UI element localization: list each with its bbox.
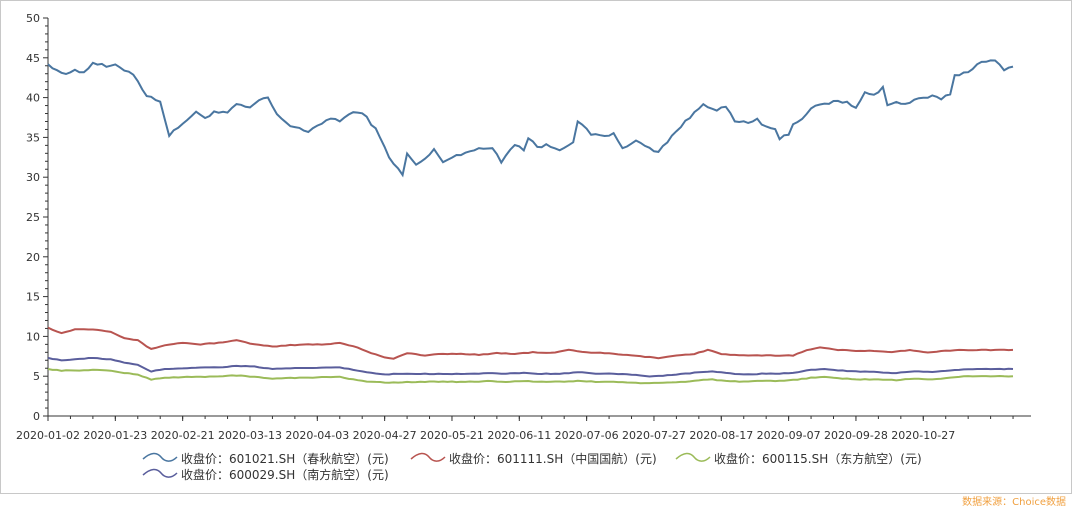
legend-label: 收盘价：601111.SH（中国国航）(元): [449, 451, 657, 466]
y-tick-label: 20: [26, 251, 40, 264]
series-lines: [47, 59, 1014, 385]
x-tick-label: 2020-07-27: [622, 429, 686, 442]
y-tick-label: 40: [26, 92, 40, 105]
legend-swatch: [142, 452, 178, 462]
line-chart: 0 5 10 15 20 25 30 35 40 45 50 2020-01-02 2020-01-23…: [16, 12, 1031, 482]
x-tick-label: 2020-04-27: [353, 429, 417, 442]
x-tick-label: 2020-06-11: [487, 429, 551, 442]
series-line-1: [47, 326, 1014, 360]
legend-item-1[interactable]: 收盘价：601111.SH（中国国航）(元): [410, 451, 657, 466]
x-tick-label: 2020-08-17: [689, 429, 753, 442]
series-line-3: [47, 356, 1014, 378]
y-tick-label: 5: [33, 370, 40, 383]
legend-swatch: [142, 468, 178, 478]
x-tick-label: 2020-07-06: [555, 429, 619, 442]
legend-label: 收盘价：600115.SH（东方航空）(元): [714, 451, 922, 466]
y-tick-label: 10: [26, 330, 40, 343]
legend[interactable]: 收盘价：601021.SH（春秋航空）(元) 收盘价：601111.SH（中国国航…: [142, 451, 922, 482]
legend-item-3[interactable]: 收盘价：600029.SH（南方航空）(元): [142, 467, 389, 482]
x-tick-label: 2020-05-21: [420, 429, 484, 442]
legend-item-2[interactable]: 收盘价：600115.SH（东方航空）(元): [675, 451, 922, 466]
x-tick-label: 2020-01-02: [16, 429, 80, 442]
legend-label: 收盘价：601021.SH（春秋航空）(元): [181, 451, 389, 466]
legend-swatch: [410, 452, 446, 462]
y-tick-label: 25: [26, 211, 40, 224]
axes: 0 5 10 15 20 25 30 35 40 45 50 2020-01-02 2020-01-23…: [16, 12, 1031, 442]
x-tick-label: 2020-09-28: [824, 429, 888, 442]
y-tick-label: 35: [26, 131, 40, 144]
series-line-2: [47, 368, 1014, 385]
y-tick-label: 45: [26, 52, 40, 65]
legend-label: 收盘价：600029.SH（南方航空）(元): [181, 467, 389, 482]
legend-swatch: [675, 452, 711, 462]
legend-item-0[interactable]: 收盘价：601021.SH（春秋航空）(元): [142, 451, 389, 466]
series-line-0: [47, 59, 1014, 178]
x-tick-label: 2020-04-03: [285, 429, 349, 442]
x-tick-label: 2020-03-13: [218, 429, 282, 442]
source-note: 数据来源：Choice数据: [962, 497, 1066, 508]
y-tick-label: 30: [26, 171, 40, 184]
y-tick-label: 50: [26, 12, 40, 25]
x-tick-label: 2020-02-21: [151, 429, 215, 442]
chart-frame: 0 5 10 15 20 25 30 35 40 45 50 2020-01-02 2020-01-23…: [0, 0, 1072, 494]
y-tick-label: 0: [33, 410, 40, 423]
y-tick-label: 15: [26, 291, 40, 304]
x-tick-label: 2020-09-07: [757, 429, 821, 442]
x-tick-label: 2020-10-27: [891, 429, 955, 442]
x-tick-label: 2020-01-23: [83, 429, 147, 442]
